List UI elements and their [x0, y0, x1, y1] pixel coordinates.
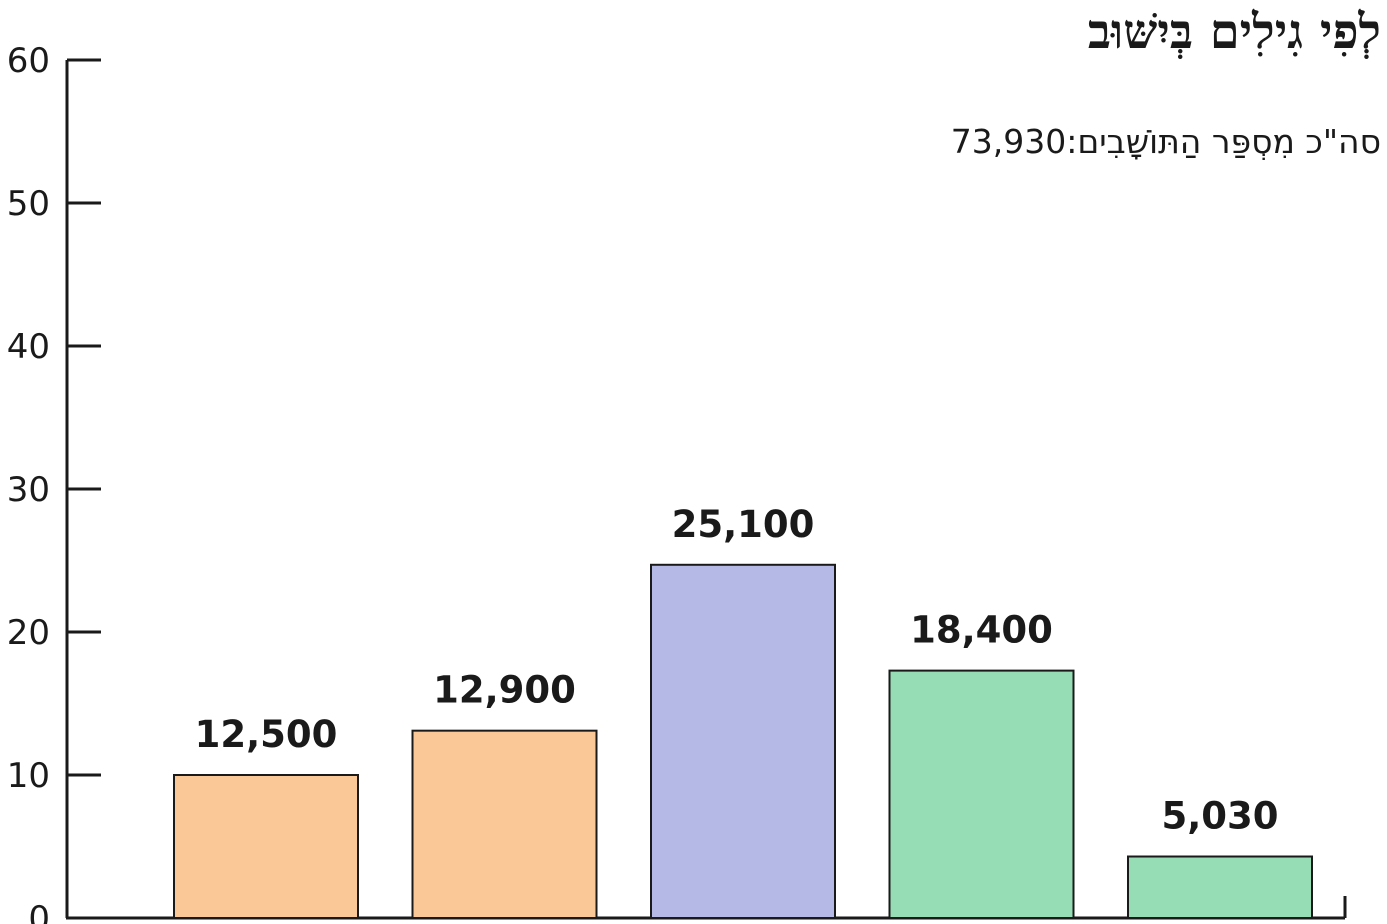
- bar: [173, 774, 359, 919]
- y-tick-label: 60: [7, 41, 50, 81]
- y-tick-label: 20: [7, 613, 50, 653]
- bar-value-label: 5,030: [1161, 795, 1278, 838]
- subtitle-text: סה"כ מִסְפַּר הַתּוֹשָׁבִים:: [1066, 122, 1381, 161]
- bar: [1127, 855, 1313, 920]
- y-tick-label: 40: [7, 327, 50, 367]
- bar-value-label: 12,900: [433, 669, 576, 712]
- total-population: 73,930: [950, 122, 1067, 161]
- bar: [650, 563, 836, 919]
- bar-value-label: 18,400: [910, 609, 1053, 652]
- bar: [888, 669, 1075, 919]
- y-tick-label: 30: [7, 470, 50, 510]
- y-tick-label: 50: [7, 184, 50, 224]
- bar-labels-group: 12,500 12,900 25,100 18,400 5,030: [195, 503, 1279, 838]
- bar-value-label: 12,500: [195, 713, 338, 756]
- bar-value-label: 25,100: [672, 503, 815, 546]
- y-tick-label: 10: [7, 756, 50, 796]
- bar: [411, 729, 598, 919]
- y-tick-label: 0: [28, 899, 50, 924]
- chart-title: לְפִי גִילִים בְּיִשּׁוּב: [1087, 4, 1381, 60]
- bars-group: [173, 563, 1313, 920]
- chart-subtitle: סה"כ מִסְפַּר הַתּוֹשָׁבִים:73,930: [951, 122, 1381, 161]
